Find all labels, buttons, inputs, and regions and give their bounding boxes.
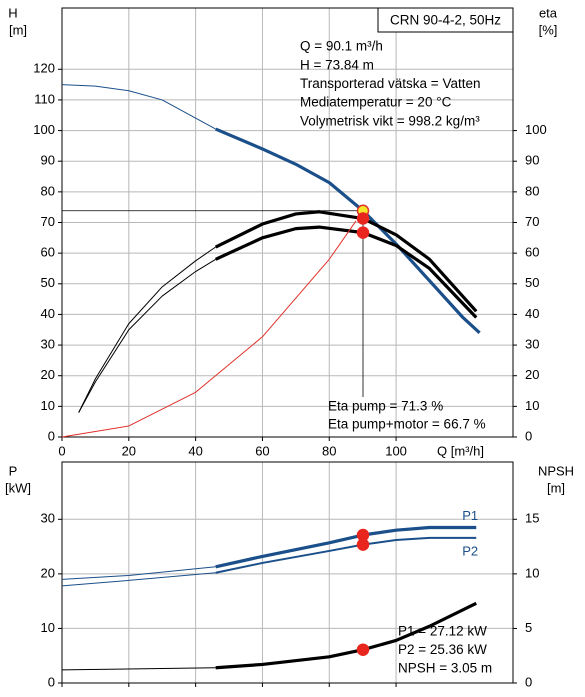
y2-tick-label: 0	[525, 674, 532, 689]
curve	[78, 246, 216, 413]
y2-tick-label: 40	[525, 306, 539, 321]
y-axis-unit: [kW]	[5, 480, 31, 495]
x-tick-label: 60	[255, 443, 269, 458]
series-label: P1	[462, 508, 478, 523]
y2-axis-label: NPSH	[538, 463, 574, 478]
x-tick-label: 100	[385, 443, 407, 458]
info-line: Q = 90.1 m³/h	[300, 39, 383, 54]
y2-axis-unit: [m]	[547, 480, 565, 495]
curve	[61, 220, 357, 438]
y-tick-label: 30	[41, 337, 55, 352]
readout-line: Eta pump = 71.3 %	[328, 399, 443, 414]
y-tick-label: 20	[41, 565, 55, 580]
x-axis-label: Q [m³/h]	[437, 443, 484, 458]
title-box	[377, 7, 514, 33]
y2-tick-label: 5	[525, 620, 532, 635]
y-tick-label: 10	[41, 620, 55, 635]
y2-tick-label: 70	[525, 214, 539, 229]
operating-point	[356, 226, 370, 239]
y-tick-label: 0	[48, 674, 55, 689]
y2-tick-label: 50	[525, 275, 539, 290]
x-tick-label: 40	[188, 443, 202, 458]
series-label: P2	[462, 543, 478, 558]
plot-frame	[61, 7, 514, 438]
x-tick-label: 20	[122, 443, 136, 458]
readout-line: NPSH = 3.05 m	[398, 661, 492, 676]
info-line: Volymetrisk vikt = 998.2 kg/m³	[300, 113, 480, 128]
y-tick-label: 20	[41, 367, 55, 382]
y2-axis-label: eta	[539, 5, 558, 20]
y2-tick-label: 90	[525, 153, 539, 168]
curve	[215, 536, 477, 574]
operating-point	[356, 643, 370, 656]
x-tick-label: 80	[322, 443, 336, 458]
curve	[61, 566, 216, 580]
y2-tick-label: 15	[525, 511, 539, 526]
operating-point	[356, 538, 370, 551]
y2-tick-label: 10	[525, 398, 539, 413]
curve	[61, 84, 216, 130]
y-axis-label: P	[9, 463, 18, 478]
y-tick-label: 80	[41, 183, 55, 198]
y-tick-label: 50	[41, 275, 55, 290]
y-tick-label: 40	[41, 306, 55, 321]
y2-tick-label: 60	[525, 245, 539, 260]
y2-tick-label: 30	[525, 337, 539, 352]
operating-point	[356, 212, 370, 225]
y-tick-label: 0	[48, 428, 55, 443]
curve	[215, 225, 478, 319]
readout-line: P2 = 25.36 kW	[398, 642, 487, 657]
y2-tick-label: 10	[525, 565, 539, 580]
curve	[78, 258, 216, 413]
curve	[61, 572, 216, 587]
y2-axis-unit: [%]	[539, 22, 558, 37]
y-tick-label: 100	[33, 122, 55, 137]
y-tick-label: 10	[41, 398, 55, 413]
y-tick-label: 110	[34, 91, 55, 106]
y-axis-unit: [m]	[9, 22, 27, 37]
chart-title: CRN 90-4-2, 50Hz	[390, 13, 501, 28]
readout-line: Eta pump+motor = 66.7 %	[328, 417, 486, 432]
y2-tick-label: 20	[525, 367, 539, 382]
y-tick-label: 90	[41, 153, 55, 168]
y2-tick-label: 80	[525, 183, 539, 198]
info-line: H = 73.84 m	[300, 57, 374, 72]
y-tick-label: 30	[41, 511, 55, 526]
y2-tick-label: 0	[525, 428, 532, 443]
x-tick-label: 0	[58, 443, 65, 458]
curve	[214, 210, 478, 313]
info-line: Mediatemperatur = 20 °C	[300, 95, 452, 110]
info-line: Transporterad vätska = Vatten	[300, 76, 480, 91]
y2-tick-label: 100	[525, 122, 547, 137]
y-axis-label: H	[8, 5, 17, 20]
curve	[61, 667, 216, 671]
readout-line: P1 = 27.12 kW	[398, 624, 487, 639]
y-tick-label: 70	[41, 214, 55, 229]
y-tick-label: 120	[33, 61, 55, 76]
plot-frame	[61, 461, 514, 684]
y-tick-label: 60	[41, 245, 55, 260]
